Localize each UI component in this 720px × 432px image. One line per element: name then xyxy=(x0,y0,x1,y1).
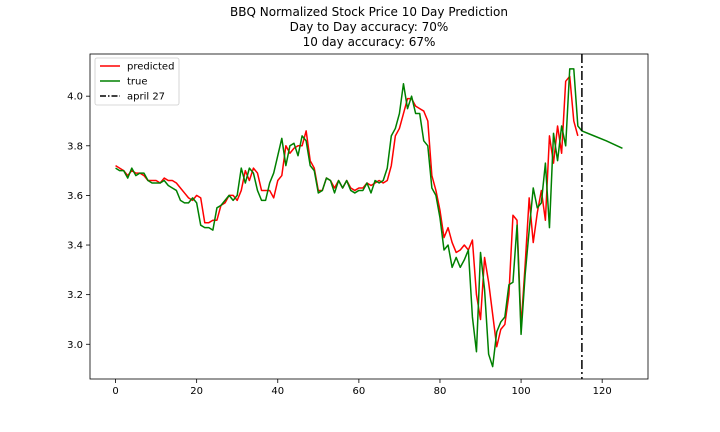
y-tick-label: 4.0 xyxy=(67,92,83,103)
x-tick-label: 0 xyxy=(112,386,118,397)
title-line-3: 10 day accuracy: 67% xyxy=(303,35,436,49)
plot-frame xyxy=(89,53,649,380)
y-tick-label: 3.6 xyxy=(67,191,83,202)
x-tick-label: 20 xyxy=(190,386,203,397)
series-line-predicted xyxy=(115,75,579,348)
y-tick-label: 3.8 xyxy=(67,141,83,152)
legend-label-0: predicted xyxy=(127,62,174,73)
legend: predicted true april 27 xyxy=(94,57,180,106)
y-tick-label: 3.4 xyxy=(67,241,83,252)
axes: 0 20 40 60 80 100 120 3.0 3.2 3.4 3.6 3.8 4.0 xyxy=(67,53,649,397)
y-tick-label: 3.0 xyxy=(67,340,83,351)
series-group xyxy=(115,54,623,379)
title-line-2: Day to Day accuracy: 70% xyxy=(290,20,449,34)
legend-label-1: true xyxy=(127,77,148,88)
legend-box xyxy=(94,57,180,106)
x-tick-label: 80 xyxy=(434,386,447,397)
x-tick-label: 120 xyxy=(593,386,612,397)
x-tick-label: 60 xyxy=(352,386,365,397)
chart-title: BBQ Normalized Stock Price 10 Day Predic… xyxy=(230,5,508,49)
series-line-true xyxy=(115,68,623,368)
legend-label-2: april 27 xyxy=(127,92,165,103)
x-tick-label: 100 xyxy=(512,386,531,397)
title-line-1: BBQ Normalized Stock Price 10 Day Predic… xyxy=(230,5,508,19)
plot-area xyxy=(115,54,623,379)
x-tick-label: 40 xyxy=(271,386,284,397)
y-tick-label: 3.2 xyxy=(67,290,83,301)
